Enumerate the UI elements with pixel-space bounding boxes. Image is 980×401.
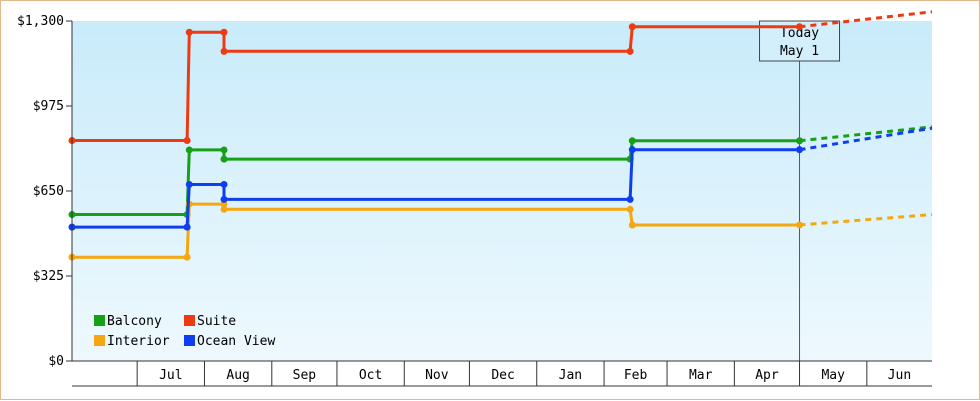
data-point-suite-7 xyxy=(796,23,804,31)
legend-label-suite: Suite xyxy=(197,314,236,329)
data-point-ocean-view-2 xyxy=(185,180,193,188)
series-forecast-suite xyxy=(799,10,933,29)
data-point-ocean-view-3 xyxy=(220,180,228,188)
today-label-line2: May 1 xyxy=(780,44,819,59)
series-forecast-ocean-view xyxy=(799,126,933,152)
legend: Balcony Suite Interior Ocean View xyxy=(94,314,275,349)
x-tick-label: Apr xyxy=(755,368,779,383)
data-point-ocean-view-7 xyxy=(796,146,804,154)
legend-label-interior: Interior xyxy=(107,334,170,349)
data-point-ocean-view-1 xyxy=(183,223,191,231)
legend-label-ocean-view: Ocean View xyxy=(197,334,275,349)
x-tick-label: Aug xyxy=(226,368,249,383)
data-point-balcony-7 xyxy=(796,137,804,145)
plot-area xyxy=(72,21,932,361)
x-tick-label: May xyxy=(821,368,845,383)
y-tick-label: $325 xyxy=(33,269,64,284)
y-tick-label: $1,300 xyxy=(17,14,64,29)
data-point-balcony-6 xyxy=(628,137,636,145)
series-line-ocean-view xyxy=(72,148,800,229)
legend-swatch-suite xyxy=(184,315,195,326)
y-tick-label: $0 xyxy=(48,354,64,369)
series-line-suite xyxy=(72,25,800,142)
series-forecast-balcony xyxy=(799,125,933,143)
y-tick-label: $650 xyxy=(33,184,64,199)
series-forecast-interior xyxy=(799,213,933,227)
data-point-ocean-view-4 xyxy=(220,195,228,203)
legend-swatch-interior xyxy=(94,335,105,346)
x-tick-label: Mar xyxy=(689,368,713,383)
x-tick-label: Feb xyxy=(624,368,648,383)
x-tick-label: Oct xyxy=(359,368,382,383)
x-tick-label: Nov xyxy=(425,368,449,383)
data-point-balcony-4 xyxy=(220,155,228,163)
data-point-suite-4 xyxy=(220,47,228,55)
series-layer xyxy=(68,10,933,261)
data-point-interior-1 xyxy=(183,253,191,261)
legend-swatch-balcony xyxy=(94,315,105,326)
today-label-line1: Today xyxy=(780,26,819,41)
data-point-interior-5 xyxy=(626,205,634,213)
y-tick-label: $975 xyxy=(33,99,64,114)
axes-layer: $0 $325 $650 $975 $1,300 Jul Aug Sep Oct Nov Dec Ja… xyxy=(17,14,932,387)
x-tick-label: Jun xyxy=(888,368,911,383)
data-point-suite-6 xyxy=(628,23,636,31)
data-point-interior-6 xyxy=(628,221,636,229)
legend-swatch-ocean-view xyxy=(184,335,195,346)
x-tick-label: Jul xyxy=(159,368,182,383)
data-point-balcony-3 xyxy=(220,146,228,154)
data-point-interior-4 xyxy=(220,205,228,213)
x-tick-label: Jan xyxy=(559,368,582,383)
legend-label-balcony: Balcony xyxy=(107,314,162,329)
x-tick-label: Sep xyxy=(293,368,317,383)
data-point-ocean-view-6 xyxy=(628,146,636,154)
data-point-interior-7 xyxy=(796,221,804,229)
data-point-suite-5 xyxy=(626,47,634,55)
data-point-suite-3 xyxy=(220,28,228,36)
data-point-suite-2 xyxy=(185,28,193,36)
data-point-ocean-view-5 xyxy=(626,195,634,203)
data-point-suite-1 xyxy=(183,137,191,145)
data-point-balcony-2 xyxy=(185,146,193,154)
x-tick-label: Dec xyxy=(491,368,514,383)
